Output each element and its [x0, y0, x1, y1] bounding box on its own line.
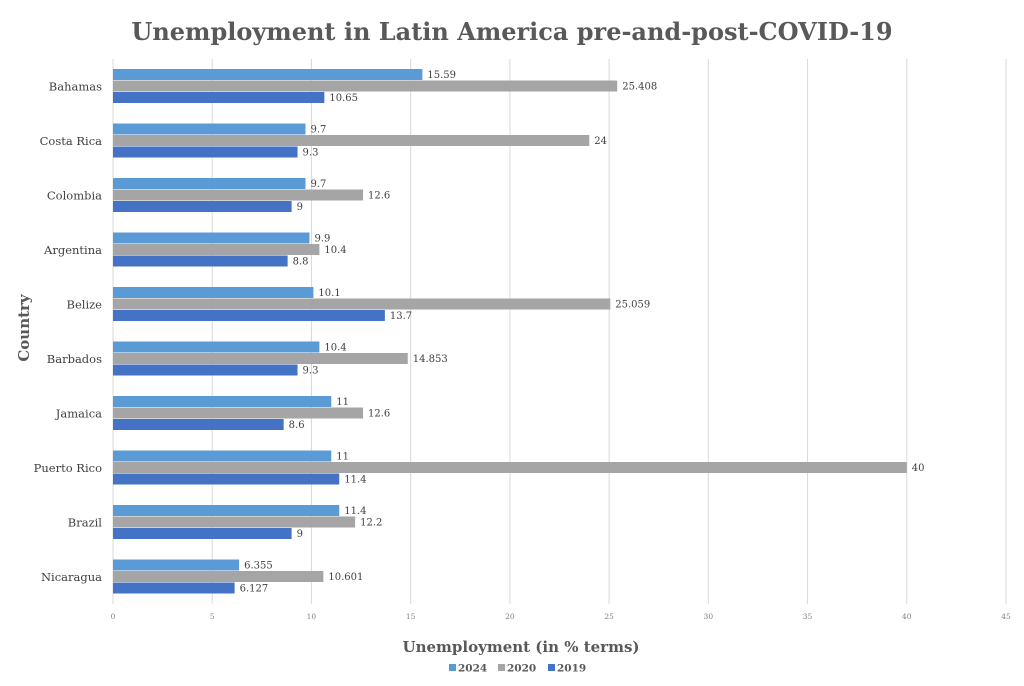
x-tick-label: 35: [803, 612, 813, 621]
category-label: Bahamas: [49, 79, 102, 93]
bar-2024: [113, 505, 340, 516]
bar-2024: [113, 123, 306, 135]
legend-swatch: [498, 664, 505, 671]
legend-label: 2024: [458, 663, 487, 675]
bar-2019: [113, 528, 292, 539]
bar-2019: [113, 582, 235, 594]
category-label: Colombia: [47, 188, 102, 202]
bar-2020: [113, 189, 364, 201]
legend-label: 2019: [557, 663, 586, 675]
legend: 2024 2020 2019: [449, 663, 586, 675]
bar-2024: [113, 69, 423, 80]
x-axis-title: Unemployment (in % terms): [403, 638, 640, 656]
bar-2024: [113, 341, 320, 353]
bar-2024: [113, 559, 240, 571]
x-tick-labels: 0 5 10 15 20 25 30 35 40 45: [111, 612, 1011, 621]
bar-2020: [113, 298, 611, 310]
data-label: 8.8: [293, 257, 309, 268]
x-tick-label: 15: [406, 612, 416, 621]
x-tick-label: 10: [307, 612, 317, 621]
bar-2019: [113, 364, 298, 376]
x-tick-label: 0: [111, 612, 116, 621]
x-tick-label: 20: [505, 612, 515, 621]
data-label: 9: [297, 529, 303, 540]
data-label: 6.355: [244, 561, 273, 572]
data-label: 10.65: [329, 93, 358, 104]
bar-2019: [113, 146, 298, 158]
data-label: 8.6: [289, 420, 305, 431]
data-label: 9.3: [303, 148, 319, 159]
category-label: Nicaragua: [41, 570, 102, 584]
bars: [113, 69, 907, 594]
bar-2020: [113, 571, 324, 582]
data-label: 10.1: [318, 288, 340, 299]
data-label: 10.601: [328, 572, 363, 583]
x-tick-label: 40: [902, 612, 912, 621]
data-label: 9.7: [310, 179, 326, 190]
category-label: Brazil: [68, 515, 103, 529]
category-label: Puerto Rico: [34, 461, 102, 475]
data-label: 24: [594, 136, 607, 147]
bar-2019: [113, 201, 292, 212]
bar-2024: [113, 232, 310, 244]
category-label: Barbados: [47, 352, 102, 366]
bar-2024: [113, 450, 332, 462]
chart-title: Unemployment in Latin America pre-and-po…: [131, 17, 892, 46]
bar-2019: [113, 92, 325, 103]
bar-2020: [113, 80, 618, 92]
data-label: 25.408: [622, 82, 657, 93]
bar-2020: [113, 462, 907, 473]
data-label: 12.6: [368, 191, 390, 202]
bar-2019: [113, 310, 385, 321]
data-label: 9.7: [310, 125, 326, 136]
data-label: 9.3: [303, 366, 319, 377]
bar-2019: [113, 255, 288, 267]
bar-2020: [113, 244, 320, 255]
category-label: Belize: [67, 297, 103, 311]
bar-2019: [113, 473, 340, 485]
bar-2020: [113, 407, 364, 419]
data-label: 25.059: [615, 300, 650, 311]
x-tick-label: 5: [210, 612, 215, 621]
bar-2024: [113, 178, 306, 189]
category-label: Argentina: [43, 243, 102, 257]
legend-swatch: [548, 664, 555, 671]
x-tick-label: 25: [604, 612, 614, 621]
data-label: 13.7: [390, 311, 412, 322]
y-axis-title: Country: [15, 293, 33, 362]
x-tick-label: 45: [1001, 612, 1011, 621]
data-labels: 15.5925.40810.659.7249.39.712.699.910.48…: [240, 70, 925, 595]
data-label: 12.6: [368, 409, 390, 420]
x-tick-label: 30: [704, 612, 714, 621]
legend-label: 2020: [507, 663, 536, 675]
data-label: 11.4: [344, 506, 366, 517]
data-label: 10.4: [324, 245, 346, 256]
data-label: 9: [297, 202, 303, 213]
data-label: 14.853: [413, 354, 448, 365]
data-label: 6.127: [240, 584, 269, 595]
legend-swatch: [449, 664, 456, 671]
data-label: 12.2: [360, 518, 382, 529]
bar-2020: [113, 135, 590, 146]
category-labels: Bahamas Costa Rica Colombia Argentina Belize…: [34, 79, 103, 584]
data-label: 10.4: [324, 343, 346, 354]
bar-2019: [113, 419, 284, 430]
bar-2020: [113, 353, 408, 364]
category-label: Costa Rica: [40, 134, 103, 148]
bar-2024: [113, 287, 314, 298]
bar-2020: [113, 516, 356, 528]
data-label: 11: [336, 452, 349, 463]
data-label: 9.9: [314, 234, 330, 245]
data-label: 11.4: [344, 475, 366, 486]
data-label: 15.59: [427, 70, 456, 81]
category-label: Jamaica: [55, 406, 102, 420]
bar-2024: [113, 396, 332, 407]
data-label: 40: [912, 463, 925, 474]
data-label: 11: [336, 397, 349, 408]
